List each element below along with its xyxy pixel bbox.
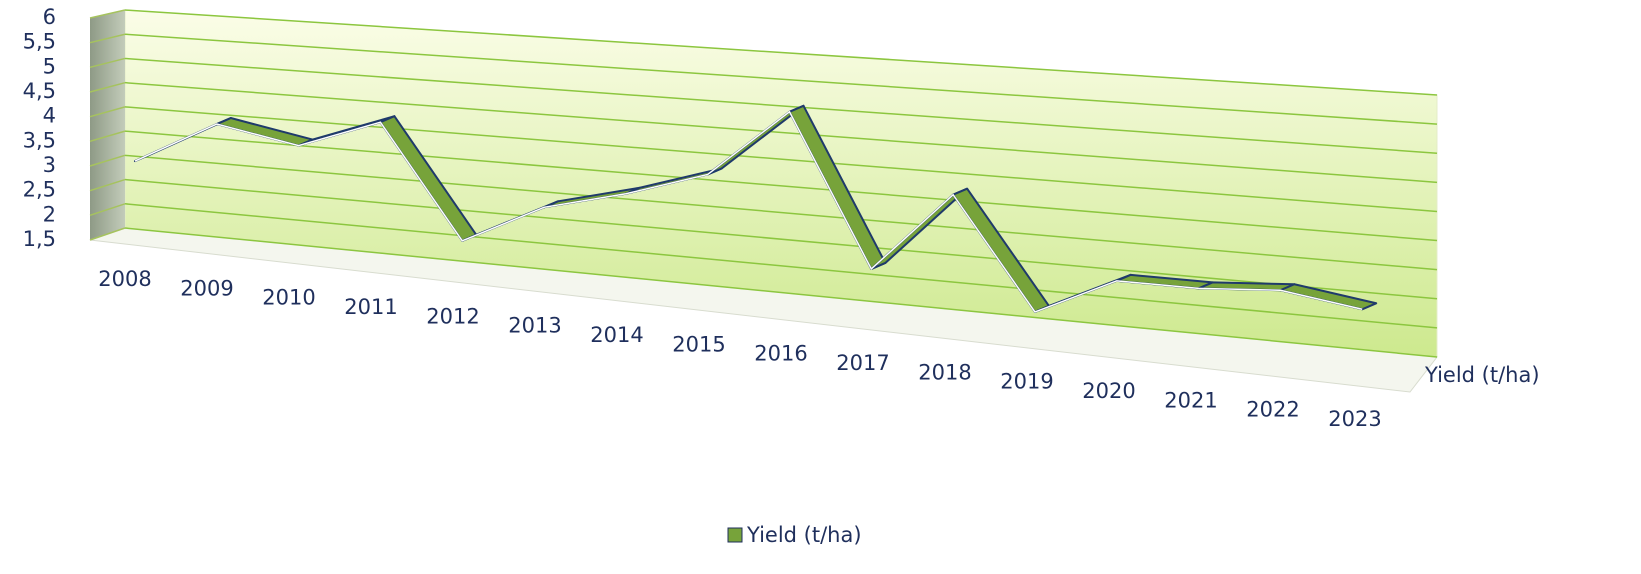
grid-line <box>124 106 1438 213</box>
y-tick-label: 1,5 <box>23 227 56 251</box>
side-grid-line <box>89 203 126 217</box>
x-tick-label: 2014 <box>590 323 643 347</box>
y-tick-label: 4,5 <box>23 79 56 103</box>
side-grid-line <box>89 227 126 241</box>
y-tick-label: 2 <box>43 202 56 226</box>
side-grid-line <box>89 154 126 167</box>
x-tick-label: 2013 <box>508 314 561 338</box>
grid-line <box>124 154 1438 271</box>
legend-label: Yield (t/ha) <box>746 523 862 547</box>
side-grid-line <box>89 81 126 93</box>
grid-line <box>124 227 1438 358</box>
y-tick-label: 2,5 <box>23 178 56 202</box>
y-tick-label: 6 <box>43 5 56 29</box>
x-tick-label: 2012 <box>426 304 479 328</box>
grid-line <box>124 9 1438 96</box>
depth-axis-label: Yield (t/ha) <box>1424 363 1540 387</box>
grid-line <box>124 203 1438 329</box>
x-tick-label: 2011 <box>344 295 397 319</box>
x-tick-label: 2008 <box>98 267 151 291</box>
y-tick-label: 3 <box>43 153 56 177</box>
grid-line <box>124 81 1438 184</box>
side-grid-line <box>89 178 126 192</box>
x-tick-label: 2017 <box>836 351 889 375</box>
grid-line <box>124 130 1438 242</box>
x-tick-label: 2023 <box>1328 407 1381 431</box>
x-tick-label: 2018 <box>918 360 971 384</box>
x-tick-label: 2020 <box>1082 379 1135 403</box>
x-tick-label: 2021 <box>1164 388 1217 412</box>
grid-line <box>124 57 1438 154</box>
side-grid-line <box>89 57 126 69</box>
x-tick-label: 2022 <box>1246 398 1299 422</box>
x-tick-label: 2016 <box>754 342 807 366</box>
grid-line <box>124 33 1438 125</box>
legend-swatch <box>727 527 743 543</box>
side-grid-line <box>89 106 126 118</box>
side-grid-line <box>89 130 126 143</box>
series-line <box>134 110 1363 313</box>
x-tick-label: 2009 <box>180 276 233 300</box>
side-grid-line <box>89 9 126 19</box>
y-tick-label: 5 <box>43 54 56 78</box>
x-tick-label: 2015 <box>672 332 725 356</box>
x-tick-label: 2010 <box>262 286 315 310</box>
y-tick-label: 4 <box>43 104 56 128</box>
y-tick-label: 5,5 <box>23 30 56 54</box>
side-grid-line <box>89 33 126 44</box>
grid-line <box>124 178 1438 300</box>
x-tick-label: 2019 <box>1000 370 1053 394</box>
y-tick-label: 3,5 <box>23 128 56 152</box>
